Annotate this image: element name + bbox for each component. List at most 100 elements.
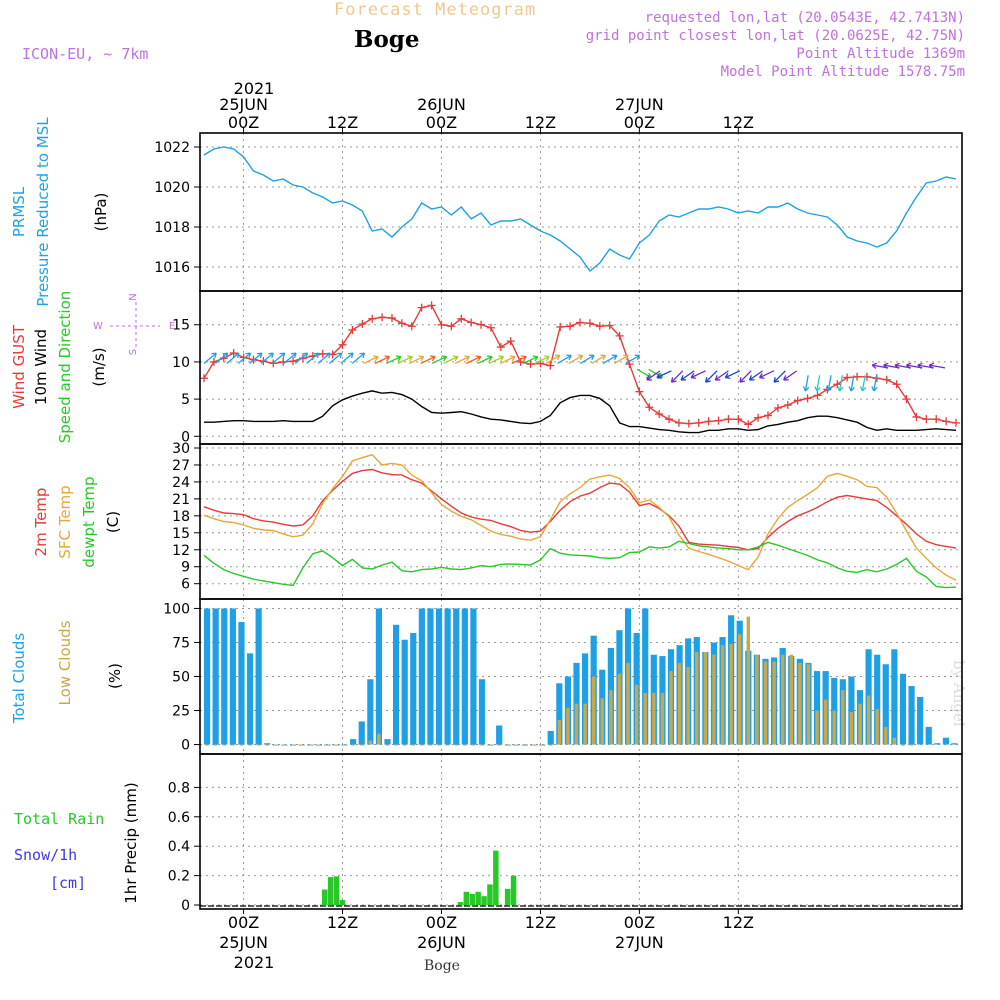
wind-arrow — [260, 352, 274, 364]
rain-bar — [487, 884, 493, 905]
gust-marker — [447, 322, 456, 331]
series-line-10m-wind — [204, 390, 957, 434]
wind-arrow-head — [783, 375, 789, 381]
wind-arrow-shaft — [386, 356, 402, 364]
wind-arrow-head — [566, 354, 572, 361]
wind-arrow-head — [724, 373, 731, 379]
wind-arrow — [714, 370, 729, 381]
wind-arrow-shaft — [260, 352, 274, 364]
gust-marker — [892, 380, 901, 389]
y-tick-label: 50 — [172, 670, 190, 686]
wind-arrow-head — [384, 355, 391, 362]
gust-marker — [585, 319, 594, 328]
low-cloud-bar — [402, 744, 407, 746]
total-cloud-bar — [367, 679, 374, 745]
gust-marker — [952, 418, 960, 427]
wind-arrow-head — [464, 355, 470, 362]
low-cloud-bar — [480, 744, 484, 746]
total-cloud-bar — [496, 725, 503, 745]
total-cloud-bar — [418, 608, 425, 745]
wind-arrow-head — [532, 355, 539, 362]
low-cloud-bar — [428, 744, 433, 746]
wind-arrow — [705, 370, 718, 383]
low-cloud-bar — [815, 710, 819, 745]
gust-marker — [773, 404, 782, 413]
wind-arrow-shaft — [591, 354, 606, 364]
low-cloud-bar — [540, 744, 544, 746]
gust-marker — [803, 394, 812, 403]
low-cloud-bar — [377, 733, 381, 745]
wind-arrow-shaft — [306, 352, 320, 364]
gust-marker — [556, 322, 565, 331]
wind-arrow-shaft — [397, 356, 413, 364]
wind-arrow-head — [748, 375, 755, 381]
wind-arrow — [237, 352, 252, 364]
total-cloud-bar — [453, 608, 460, 745]
low-cloud-bar — [720, 645, 725, 745]
cloud-label-unit: (%) — [106, 663, 124, 689]
wind-arrow-shaft — [929, 364, 946, 369]
total-cloud-bar — [410, 632, 417, 745]
wind-arrow-shaft — [522, 356, 538, 364]
y-tick-label: 0 — [181, 429, 190, 445]
gust-marker — [467, 318, 476, 327]
total-cloud-bar — [891, 649, 898, 745]
low-cloud-bar — [351, 744, 355, 746]
wind-label-gust: Wind GUST — [10, 324, 28, 409]
low-cloud-bar — [506, 744, 510, 746]
model-altitude: Model Point Altitude 1578.75m — [720, 64, 965, 80]
wind-arrow-head — [279, 352, 286, 359]
wind-arrow-shaft — [725, 370, 741, 379]
wind-arrow — [249, 352, 263, 364]
y-tick-label: 27 — [172, 458, 190, 474]
low-cloud-bar — [239, 744, 244, 746]
gust-marker — [843, 373, 852, 382]
precip-label-unit: 1hr Precip (mm) — [122, 782, 140, 903]
y-tick-label: 75 — [172, 635, 190, 651]
series-line-dewpt-temp — [203, 540, 957, 589]
wind-arrow-head — [589, 354, 595, 361]
wind-label-10m: 10m Wind — [32, 329, 50, 405]
top-time-label: 00Z — [624, 113, 655, 132]
wind-arrow-shaft — [646, 370, 661, 381]
gust-marker — [486, 323, 495, 332]
y-tick-label: 18 — [172, 509, 190, 525]
gust-marker — [665, 415, 674, 424]
gust-marker — [635, 387, 644, 396]
low-cloud-bar — [806, 664, 811, 745]
wind-arrow-shaft — [850, 375, 855, 392]
rain-bar — [504, 888, 511, 905]
top-date-label: 25JUN — [219, 95, 268, 114]
gust-marker — [754, 413, 763, 422]
wind-arrow-head — [859, 386, 867, 392]
gust-marker — [289, 357, 298, 366]
wind-arrow-head — [325, 352, 331, 359]
wind-arrow-shaft — [249, 352, 263, 364]
wind-arrow — [328, 352, 343, 364]
bottom-date-label: 26JUN — [417, 933, 466, 952]
y-tick-label: 100 — [163, 601, 190, 617]
wind-arrow — [488, 355, 505, 364]
low-cloud-bar — [531, 744, 536, 746]
gust-marker — [566, 322, 575, 331]
total-cloud-bar — [582, 653, 589, 745]
y-tick-label: 6 — [181, 577, 190, 593]
low-cloud-bar — [901, 744, 905, 746]
wind-arrow-head — [211, 352, 217, 359]
cloud-label-low: Low Clouds — [56, 620, 74, 705]
wind-arrow-shaft — [557, 354, 572, 364]
wind-arrow-head — [348, 352, 354, 359]
wind-arrow — [928, 362, 946, 369]
gust-marker — [615, 331, 624, 340]
wind-arrow-shaft — [656, 370, 672, 379]
wind-arrow-shaft — [614, 354, 629, 364]
wind-arrow — [465, 355, 482, 364]
wind-arrow-head — [773, 377, 780, 383]
wind-arrow-head — [670, 377, 677, 383]
low-cloud-bar — [549, 744, 553, 746]
wind-arrow — [825, 375, 833, 392]
wind-arrow-head — [634, 354, 641, 361]
y-tick-label: 1018 — [154, 220, 190, 236]
total-cloud-bar — [547, 730, 554, 745]
wind-arrow — [814, 375, 821, 392]
